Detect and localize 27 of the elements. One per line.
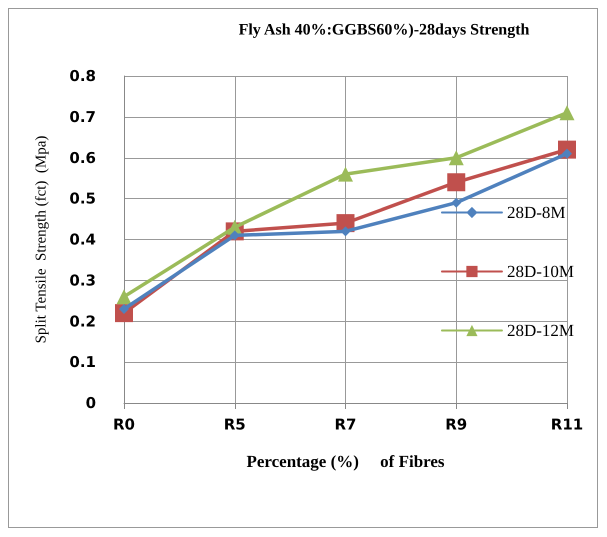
y-tick-label: 0.8 [69, 67, 96, 85]
legend-label: 28D-8M [506, 203, 566, 222]
x-tick-label: R5 [224, 416, 246, 434]
point [448, 150, 464, 166]
y-tick-label: 0.6 [69, 148, 96, 167]
x-axis-title: Percentage (%) of Fibres [246, 452, 445, 471]
point [447, 173, 466, 192]
point [338, 166, 353, 182]
chart-title: Fly Ash 40%:GGBS60%)-28days Strength [238, 22, 530, 38]
y-axis-title: Split Tensile Strength (fct) (Mpa) [34, 136, 50, 344]
y-tick-label: 0.1 [69, 353, 96, 372]
x-tick-label: R9 [445, 416, 468, 434]
point [116, 289, 132, 304]
x-tick-label: R7 [334, 416, 356, 434]
legend-label: 28D-10M [506, 262, 574, 281]
point [340, 226, 350, 236]
point [560, 105, 574, 120]
x-tick-label: R11 [550, 416, 584, 434]
y-tick-label: 0 [86, 394, 96, 412]
y-tick-label: 0.5 [69, 190, 96, 208]
y-tick-label: 0.4 [69, 230, 96, 248]
y-tick-label: 0.2 [69, 312, 96, 330]
x-tick-label: R0 [113, 416, 135, 434]
y-tick-label: 0.7 [69, 108, 96, 126]
legend-label: 28D-12M [506, 321, 574, 340]
point [451, 198, 462, 208]
y-tick-label: 0.3 [69, 271, 96, 290]
